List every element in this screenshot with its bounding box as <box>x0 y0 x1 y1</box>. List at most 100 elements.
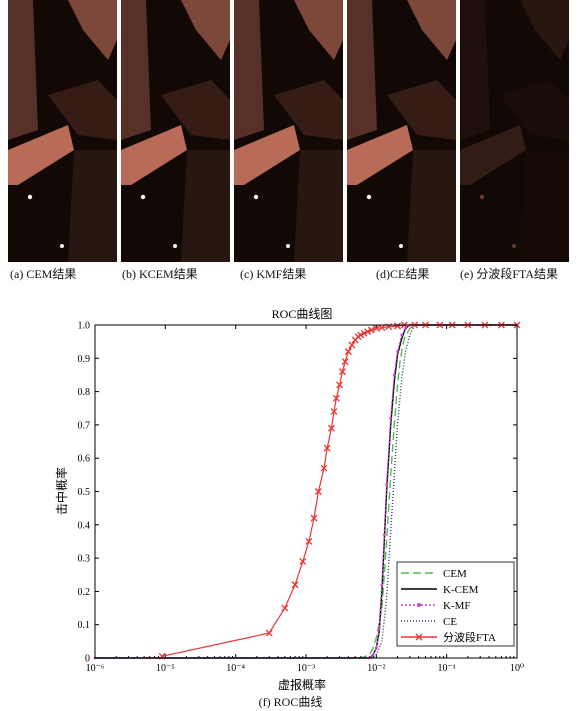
data-point <box>374 646 378 650</box>
series-line <box>95 324 517 659</box>
y-tick-label: 0.8 <box>78 387 91 398</box>
plot-frame <box>94 324 518 659</box>
x-tick-label: 10⁰ <box>510 663 524 674</box>
scene-mid-area <box>48 80 117 140</box>
scene-target-2 <box>512 244 516 248</box>
data-point <box>344 348 352 356</box>
data-point <box>371 653 375 657</box>
data-point <box>360 329 368 337</box>
data-point <box>348 341 356 349</box>
x-tick-label: 10⁻² <box>367 663 385 674</box>
y-tick-label: 0 <box>85 654 90 665</box>
legend-label: CE <box>443 616 457 628</box>
result-images <box>8 0 574 262</box>
data-point <box>332 394 340 402</box>
scene-left-structure <box>234 0 264 140</box>
scene-target-1 <box>140 194 146 200</box>
data-point <box>327 424 335 432</box>
x-tick-label: 10⁻⁴ <box>226 663 245 674</box>
x-tick-label: 10⁻⁶ <box>86 663 105 674</box>
y-tick-label: 0.6 <box>78 454 91 465</box>
thumbnail-scene <box>347 0 456 262</box>
scene-target-1 <box>27 194 33 200</box>
data-point <box>389 416 393 420</box>
data-point <box>299 557 307 565</box>
kmf-result-image <box>234 0 343 262</box>
caption-ce: (d)CE结果 <box>376 267 430 281</box>
scene-bright-band <box>121 125 187 185</box>
y-tick-label: 0.3 <box>78 554 91 565</box>
legend-marker <box>417 603 421 607</box>
scene-target-1 <box>253 194 259 200</box>
scene-left-structure <box>347 0 377 140</box>
series-line <box>95 324 517 659</box>
data-point <box>320 464 328 472</box>
chart-title: ROC曲线图 <box>272 307 333 321</box>
roc-chart: ROC曲线图 虚报概率 击中概率 10⁻⁶ 10⁻⁵ 10⁻⁴ 10⁻³ 10⁻² 10⁻… <box>54 307 525 692</box>
y-axis-label: 击中概率 <box>54 467 69 515</box>
legend-label: 分波段FTA <box>443 630 496 644</box>
data-point <box>382 533 386 537</box>
thumbnail-scene <box>234 0 343 262</box>
caption-kcem: (b) KCEM结果 <box>122 267 198 281</box>
thumbnail-scene <box>8 0 117 262</box>
figure-caption: (f) ROC曲线 <box>258 695 323 709</box>
y-tick-label: 0.2 <box>78 587 91 598</box>
y-tick-label: 0.1 <box>78 620 91 631</box>
scene-bright-band <box>234 125 300 185</box>
data-point <box>314 488 322 495</box>
fta-result-image <box>460 0 569 262</box>
legend-label: K-MF <box>443 600 471 612</box>
scene-background <box>460 0 569 262</box>
data-point <box>392 373 396 377</box>
scene-left-structure <box>460 0 490 140</box>
legend-label: CEM <box>443 568 467 580</box>
data-point <box>367 326 375 334</box>
x-tick-label: 10⁻⁵ <box>156 663 175 674</box>
scene-target-2 <box>60 244 64 248</box>
data-point <box>305 537 313 545</box>
y-tick-label: 1.0 <box>78 321 91 332</box>
scene-target-2 <box>286 244 290 248</box>
y-tick-label: 0.5 <box>78 487 91 498</box>
scene-bright-band <box>460 125 526 185</box>
scene-left-structure <box>8 0 38 140</box>
scene-left-structure <box>121 0 151 140</box>
caption-fta: (e) 分波段FTA结果 <box>460 267 559 281</box>
scene-lower-right <box>68 150 117 262</box>
legend: CEM K-CEM K-MF CE 分波段FTA <box>396 561 515 647</box>
legend-label: K-CEM <box>443 584 479 596</box>
data-point <box>396 350 399 354</box>
series-CE <box>95 324 517 659</box>
data-point <box>323 444 331 452</box>
data-point <box>385 483 389 487</box>
x-tick-label: 10⁻¹ <box>438 663 456 674</box>
scene-bright-band <box>347 125 413 185</box>
data-point <box>265 629 273 637</box>
data-point <box>339 368 346 376</box>
scene-mid-area <box>387 80 456 140</box>
y-tick-label: 0.7 <box>78 420 91 431</box>
scene-roof-top-right <box>68 0 117 60</box>
scene-target-2 <box>399 244 403 248</box>
data-point <box>378 324 386 332</box>
scene-roof-top-right <box>294 0 343 60</box>
scene-lower-right <box>294 150 343 262</box>
data-point <box>357 331 365 339</box>
kcem-result-image <box>121 0 230 262</box>
axis-ticks: 10⁻⁶ 10⁻⁵ 10⁻⁴ 10⁻³ 10⁻² 10⁻¹ 10⁰ 0 0.1 0.2 0.3 0.4… <box>78 321 525 675</box>
data-point <box>291 581 299 589</box>
data-point <box>336 381 344 389</box>
scene-lower-right <box>181 150 230 262</box>
legend-box <box>396 561 515 647</box>
scene-roof-top-right <box>407 0 456 60</box>
scene-mid-area <box>161 80 230 140</box>
scene-roof-top-right <box>520 0 569 60</box>
x-tick-label: 10⁻³ <box>297 663 315 674</box>
thumbnail-scene <box>460 0 569 262</box>
caption-cem: (a) CEM结果 <box>10 267 77 281</box>
data-point <box>400 333 404 337</box>
data-point <box>380 583 384 587</box>
scene-lower-right <box>407 150 456 262</box>
scene-target-2 <box>173 244 177 248</box>
